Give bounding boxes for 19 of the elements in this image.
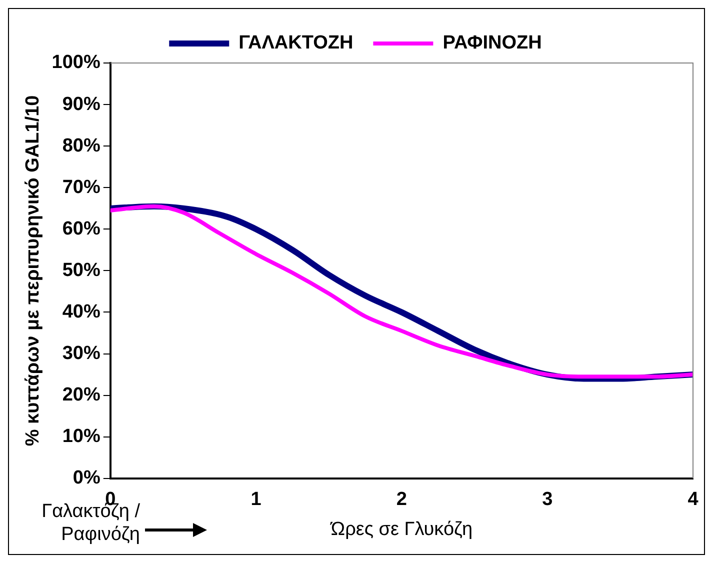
x-tick-label: 4 xyxy=(688,489,699,510)
y-tick-label: 70% xyxy=(62,176,100,198)
y-axis-title: % κυττάρων με περιπυρηνικό GAL1/10 xyxy=(22,95,44,446)
y-tick-label: 90% xyxy=(62,94,100,115)
x-tick-label: 1 xyxy=(250,489,262,510)
x-tick-label: 3 xyxy=(542,489,553,510)
y-tick-label: 100% xyxy=(52,52,100,74)
y-tick-label: 10% xyxy=(62,426,100,448)
x-tick-label: 2 xyxy=(396,489,407,510)
legend-label: ΓΑΛΑΚΤΟΖΗ xyxy=(238,32,354,54)
y-tick-label: 0% xyxy=(72,468,100,489)
x-axis-title: Ώρες σε Γλυκόζη xyxy=(330,518,473,540)
y-tick-label: 80% xyxy=(62,135,100,156)
y-tick-label: 30% xyxy=(62,343,100,364)
y-tick-label: 40% xyxy=(62,301,100,322)
y-tick-label: 20% xyxy=(62,384,100,406)
y-tick-label: 50% xyxy=(62,260,100,281)
y-tick-label: 60% xyxy=(62,218,100,240)
legend-label: ΡΑΦΙΝΟΖΗ xyxy=(442,32,542,54)
